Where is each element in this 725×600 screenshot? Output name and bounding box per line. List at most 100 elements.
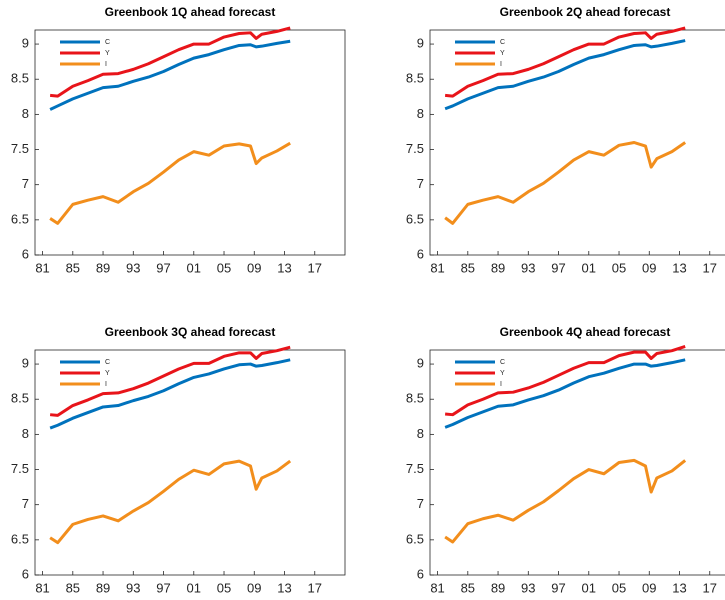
legend-label: C [500, 39, 505, 46]
x-tick-label: 01 [187, 580, 201, 595]
y-tick-label: 7 [417, 176, 424, 191]
x-tick-label: 17 [308, 260, 322, 275]
series-line [49, 345, 291, 417]
x-tick-label: 97 [156, 580, 170, 595]
y-tick-label: 6 [417, 246, 424, 261]
y-tick-label: 6 [22, 246, 29, 261]
x-tick-label: 93 [521, 260, 535, 275]
x-tick-label: 81 [35, 260, 49, 275]
x-tick-label: 09 [247, 260, 261, 275]
legend-label: Y [500, 50, 505, 57]
x-tick-label: 13 [277, 580, 291, 595]
chart-title: Greenbook 1Q ahead forecast [105, 5, 276, 19]
y-tick-label: 7.5 [11, 461, 29, 476]
x-tick-label: 97 [551, 580, 565, 595]
x-tick-label: 89 [491, 580, 505, 595]
series-line [49, 141, 291, 225]
series-line [444, 345, 686, 417]
x-tick-label: 09 [642, 260, 656, 275]
x-tick-label: 13 [672, 580, 686, 595]
x-tick-label: 81 [35, 580, 49, 595]
y-tick-label: 6.5 [406, 531, 424, 546]
x-tick-label: 17 [703, 580, 717, 595]
x-tick-label: 81 [430, 580, 444, 595]
y-tick-label: 8.5 [11, 391, 29, 406]
y-tick-label: 6.5 [406, 211, 424, 226]
y-tick-label: 8 [417, 426, 424, 441]
x-tick-label: 85 [66, 580, 80, 595]
legend-label: Y [105, 370, 110, 377]
y-tick-label: 9 [417, 36, 424, 51]
y-tick-label: 7.5 [406, 141, 424, 156]
series-line [49, 459, 292, 545]
legend-label: C [500, 359, 505, 366]
x-tick-label: 85 [66, 260, 80, 275]
y-tick-label: 7 [417, 496, 424, 511]
x-tick-label: 93 [521, 580, 535, 595]
series-line [444, 39, 686, 111]
x-tick-label: 97 [156, 260, 170, 275]
y-tick-label: 9 [22, 356, 29, 371]
x-tick-label: 09 [247, 580, 261, 595]
x-tick-label: 89 [491, 260, 505, 275]
x-tick-label: 09 [642, 580, 656, 595]
x-tick-label: 89 [96, 260, 110, 275]
axes-box [34, 349, 346, 576]
x-tick-label: 13 [277, 260, 291, 275]
y-tick-label: 8 [22, 106, 29, 121]
series-line [444, 26, 686, 98]
x-tick-label: 85 [461, 260, 475, 275]
x-tick-label: 01 [582, 260, 596, 275]
y-tick-label: 8.5 [11, 71, 29, 86]
y-tick-label: 7 [22, 176, 29, 191]
chart-title: Greenbook 3Q ahead forecast [105, 325, 276, 339]
y-tick-label: 6.5 [11, 531, 29, 546]
axes-box [34, 29, 346, 256]
series-line [444, 458, 687, 544]
x-tick-label: 01 [187, 260, 201, 275]
y-tick-label: 7.5 [11, 141, 29, 156]
legend-label: I [105, 61, 107, 68]
x-tick-label: 93 [126, 260, 140, 275]
y-tick-label: 6 [417, 566, 424, 581]
y-tick-label: 6.5 [11, 211, 29, 226]
series-line [444, 358, 686, 429]
series-line [444, 141, 687, 225]
axes-box [429, 349, 725, 576]
subplot: Greenbook 2Q ahead forecast 6 6.5 7 7.5 8 8.5 9… [406, 5, 725, 275]
series-line [49, 26, 291, 98]
x-tick-label: 97 [551, 260, 565, 275]
x-tick-label: 13 [672, 260, 686, 275]
y-tick-label: 9 [22, 36, 29, 51]
x-tick-label: 17 [703, 260, 717, 275]
x-tick-label: 93 [126, 580, 140, 595]
chart-title: Greenbook 4Q ahead forecast [500, 325, 671, 339]
series-line [49, 358, 291, 430]
subplot: Greenbook 4Q ahead forecast 6 6.5 7 7.5 8 8.5 9… [406, 325, 725, 595]
y-tick-label: 8 [22, 426, 29, 441]
x-tick-label: 85 [461, 580, 475, 595]
x-tick-label: 05 [217, 260, 231, 275]
legend-label: I [105, 381, 107, 388]
x-tick-label: 81 [430, 260, 444, 275]
legend-label: C [105, 39, 110, 46]
y-tick-label: 8 [417, 106, 424, 121]
y-tick-label: 8.5 [406, 391, 424, 406]
chart-title: Greenbook 2Q ahead forecast [500, 5, 671, 19]
legend-label: C [105, 359, 110, 366]
axes-box [429, 29, 725, 256]
subplot: Greenbook 3Q ahead forecast 6 6.5 7 7.5 8 8.5 9… [11, 325, 346, 595]
y-tick-label: 6 [22, 566, 29, 581]
y-tick-label: 7.5 [406, 461, 424, 476]
subplot: Greenbook 1Q ahead forecast 6 6.5 7 7.5 8 8.5 9… [11, 5, 346, 275]
legend-label: I [500, 61, 502, 68]
x-tick-label: 89 [96, 580, 110, 595]
y-tick-label: 8.5 [406, 71, 424, 86]
legend-label: Y [500, 370, 505, 377]
y-tick-label: 9 [417, 356, 424, 371]
x-tick-label: 05 [612, 580, 626, 595]
legend-label: Y [105, 50, 110, 57]
x-tick-label: 05 [612, 260, 626, 275]
